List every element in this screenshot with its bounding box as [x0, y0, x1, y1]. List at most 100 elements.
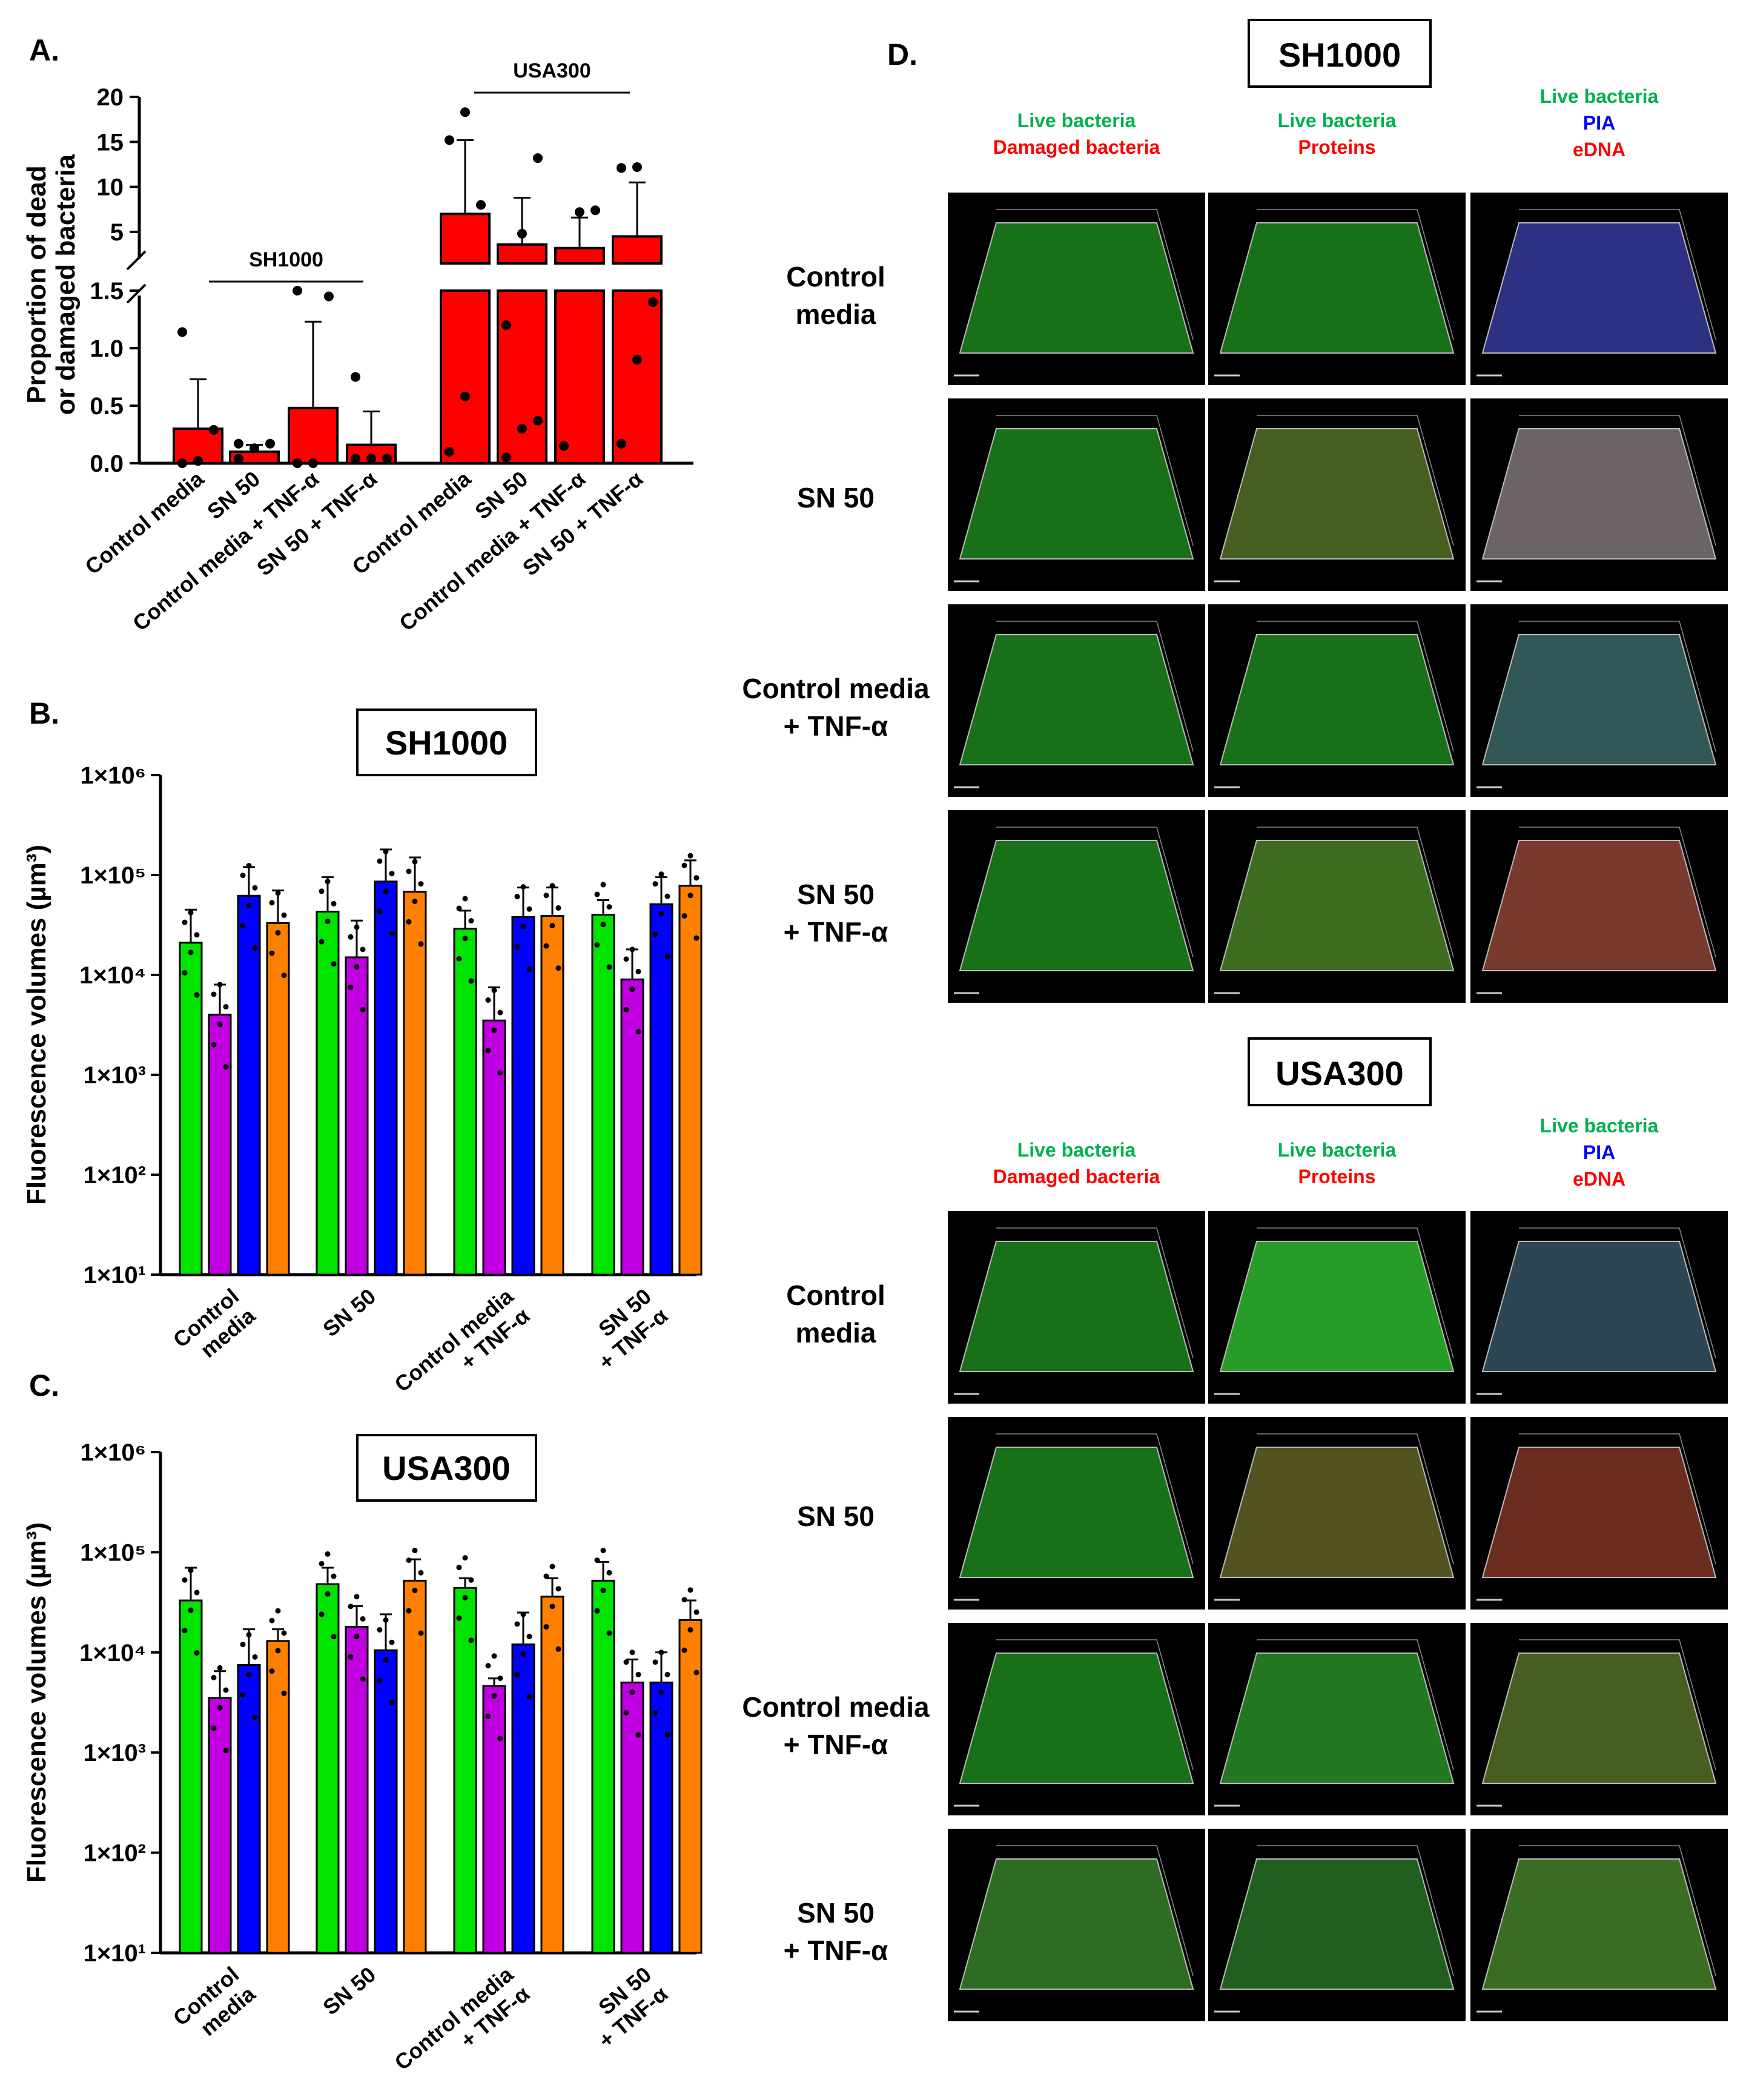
data-point [629, 1649, 635, 1656]
data-point [632, 355, 642, 365]
data-point [223, 1748, 229, 1754]
data-point [325, 1551, 331, 1557]
data-point [366, 454, 376, 464]
data-point [497, 1735, 503, 1742]
data-point [648, 297, 658, 307]
axis-break-mark [126, 250, 147, 271]
data-point [606, 964, 612, 970]
data-point [182, 919, 188, 925]
data-point [389, 871, 395, 877]
bar [374, 1649, 398, 1954]
y-tick-label: 1×10⁴ [79, 1640, 146, 1666]
data-point [331, 1634, 337, 1640]
chart-b: SH1000 1×10¹ 1×10² 1×10³ 1×10⁴ 1×10⁵ 1×10⁶ Fluo… [22, 708, 703, 1397]
bar [591, 1579, 615, 1954]
biofilm-volume [1481, 1241, 1717, 1372]
data-point [194, 932, 200, 938]
data-point [555, 965, 561, 971]
bar [649, 903, 673, 1276]
data-point [514, 1671, 520, 1677]
data-point [456, 1615, 462, 1621]
bar [453, 1587, 477, 1954]
data-point [354, 964, 360, 970]
y-tick-label: 1×10³ [84, 1740, 146, 1766]
bounding-box-line [996, 1639, 1194, 1771]
data-point [652, 931, 658, 937]
data-point [281, 1630, 287, 1636]
x-tick-label: Control media [80, 466, 208, 579]
bounding-box-line [996, 827, 1194, 958]
bar [179, 942, 203, 1276]
bar [591, 914, 615, 1276]
data-point [658, 1689, 664, 1696]
data-point [594, 942, 600, 948]
data-point [687, 1587, 693, 1593]
data-point [606, 1630, 612, 1636]
y-tick-label: 1.0 [90, 335, 124, 362]
row-label-line: Control [786, 1279, 885, 1311]
strain-title-box [1248, 1037, 1432, 1106]
y-tick-label: 1×10⁴ [79, 962, 146, 989]
data-point [269, 1617, 275, 1623]
y-tick-label: 1×10¹ [84, 1262, 146, 1289]
data-point [681, 1647, 687, 1653]
data-point [319, 888, 325, 894]
data-point [485, 1663, 491, 1669]
data-point [617, 438, 626, 449]
bounding-box-line [1519, 1639, 1716, 1771]
data-point [265, 438, 275, 449]
bar [620, 979, 644, 1276]
data-point [209, 424, 219, 435]
data-point [377, 1677, 383, 1683]
x-tick-label: SN 50 [318, 1284, 380, 1342]
strain-title: SH1000 [1278, 36, 1401, 74]
data-point [319, 1560, 325, 1567]
data-point [354, 1634, 360, 1640]
bar [482, 1019, 506, 1276]
data-point [517, 424, 527, 434]
data-point [418, 941, 424, 947]
biofilm-volume [959, 428, 1194, 560]
data-point [687, 1627, 693, 1633]
chart-title: USA300 [382, 1449, 511, 1487]
channel-label: eDNA [1573, 139, 1625, 160]
strain-title: USA300 [1275, 1054, 1404, 1092]
row-label-line: Control media [742, 1691, 930, 1723]
chart-a: 0.0 0.5 1.0 1.5 5 10 15 20 Proportion of deador … [22, 59, 693, 636]
data-point [514, 944, 520, 950]
data-point [383, 888, 389, 894]
data-point [412, 899, 418, 905]
bar [540, 1596, 564, 1954]
data-point [177, 327, 187, 337]
data-point [575, 207, 584, 217]
y-tick-label: 0.0 [90, 451, 124, 477]
row-label: Control media + TNF-α [742, 673, 930, 742]
y-tick-label: 15 [97, 129, 124, 156]
y-tick-label: 1×10³ [84, 1062, 146, 1089]
data-point [412, 1548, 418, 1554]
axis-break-mark [126, 283, 147, 304]
data-point [520, 1611, 526, 1617]
data-point [687, 853, 693, 859]
data-point [252, 1714, 258, 1720]
data-point [211, 1042, 217, 1048]
data-point [658, 871, 664, 877]
biofilm-volume [959, 1653, 1194, 1784]
bounding-box-line [1519, 415, 1716, 546]
bar [482, 1685, 506, 1954]
data-point [497, 1009, 503, 1015]
channel-label: Live bacteria [1278, 1139, 1397, 1161]
biofilm-volume [1219, 840, 1455, 971]
data-point [406, 1557, 412, 1563]
data-point [485, 997, 491, 1003]
bar [208, 1697, 232, 1954]
data-point [383, 1657, 389, 1663]
data-point [348, 934, 354, 940]
data-point [240, 923, 246, 929]
data-point [252, 1654, 258, 1660]
channel-label: PIA [1583, 112, 1615, 134]
data-point [240, 1692, 246, 1698]
x-tick-label: Controlmedia [168, 1961, 260, 2050]
data-point [623, 1659, 629, 1665]
